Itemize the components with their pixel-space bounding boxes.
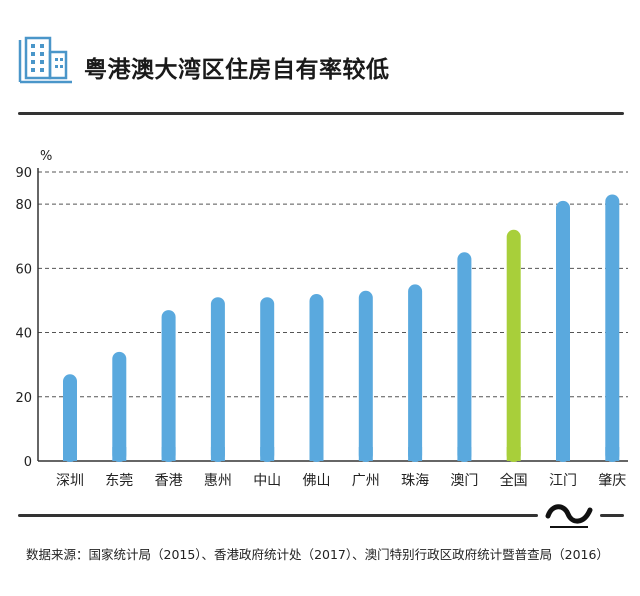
bar-base-广州 [358,447,373,461]
bar-珠海 [408,284,423,462]
x-tick-label-佛山: 佛山 [303,473,331,489]
bar-base-深圳 [63,447,77,461]
bar-东莞 [112,351,127,462]
bar-base-肇庆 [605,447,620,461]
building-icon [18,36,72,84]
bar-肇庆 [605,194,620,462]
y-axis-unit: % [40,149,52,164]
x-tick-label-中山: 中山 [253,473,281,489]
y-tick-label-40: 40 [15,327,32,342]
x-tick-label-深圳: 深圳 [56,473,84,489]
y-tick-label-90: 90 [15,166,32,181]
bar-广州 [358,290,373,462]
y-tick-label-0: 0 [24,455,32,470]
source-note: 数据来源：国家统计局（2015）、香港政府统计处（2017）、澳门特别行政区政府… [26,547,609,562]
bar-chart: % 0 20 40 60 80 90 深圳 东莞 香港 惠州 中山 佛山 广州 珠海 澳门 全国 江门 肇庆 [15,149,628,489]
bar-base-澳门 [457,447,472,461]
bar-深圳 [63,374,77,462]
bar-佛山 [309,294,324,462]
y-tick-label-20: 20 [15,391,32,406]
x-tick-label-东莞: 东莞 [105,473,133,489]
bar-base-中山 [260,447,275,461]
bar-澳门 [457,252,472,462]
bar-江门 [556,200,570,462]
bar-base-珠海 [408,447,423,461]
bar-惠州 [210,297,225,462]
bar-base-惠州 [210,447,225,461]
x-tick-label-珠海: 珠海 [401,473,429,489]
bar-香港 [161,310,176,462]
chart-title: 粤港澳大湾区住房自有率较低 [84,57,390,83]
publisher-logo [545,504,593,528]
bar-base-江门 [556,447,570,461]
x-tick-label-惠州: 惠州 [204,473,232,489]
bar-base-香港 [161,447,176,461]
bottom-divider [18,514,538,517]
bar-中山 [260,297,275,462]
bar-全国 [506,229,521,462]
bar-base-佛山 [309,447,324,461]
top-divider [18,112,624,115]
bar-base-全国 [506,447,521,461]
x-tick-label-全国: 全国 [500,472,528,489]
x-tick-label-江门: 江门 [549,473,577,489]
x-tick-label-肇庆: 肇庆 [598,473,626,489]
x-tick-label-澳门: 澳门 [450,473,478,489]
x-tick-label-广州: 广州 [352,473,380,489]
x-tick-label-香港: 香港 [155,473,183,489]
bottom-divider-tail [600,514,624,517]
bar-base-东莞 [112,447,127,461]
y-tick-label-80: 80 [15,198,32,213]
y-tick-label-60: 60 [15,262,32,277]
